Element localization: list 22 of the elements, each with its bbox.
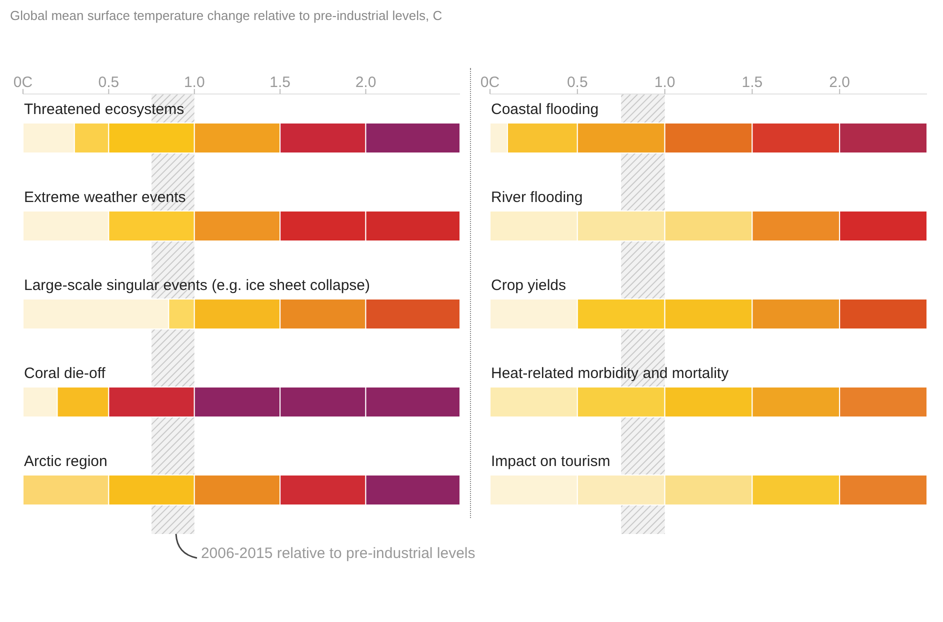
x-tick-label: 0.5	[566, 74, 588, 91]
y-tick-label: Impact on tourism	[491, 453, 610, 470]
x-tick-label: 1.5	[742, 74, 763, 91]
x-tick-label: 0C	[13, 74, 33, 91]
y-tick-label: Coastal flooding	[491, 101, 599, 118]
y-tick-label: Crop yields	[491, 277, 566, 294]
x-tick-label: 0C	[480, 74, 500, 91]
y-tick-label: Arctic region	[24, 453, 108, 470]
y-tick-label: Coral die-off	[24, 365, 106, 382]
x-tick-label: 1.0	[654, 74, 676, 91]
y-tick-label: River flooding	[491, 189, 583, 206]
text: 2006-2015 relative to pre-industrial levels	[200, 545, 476, 562]
x-tick-label: 2.0	[829, 74, 850, 91]
y-tick-label: Threatened ecosystems	[24, 101, 184, 118]
y-tick-label: Large-scale singular events (e.g. ice sheet collapse)	[24, 277, 370, 294]
y-tick-label: Extreme weather events	[24, 189, 186, 206]
chart-title: Global mean surface temperature change relative to pre-industrial levels, C	[10, 8, 442, 23]
x-tick-label: 1.0	[184, 74, 205, 91]
y-tick-label: Heat-related morbidity and mortality	[491, 365, 730, 382]
x-tick-label: 0.5	[98, 74, 120, 91]
x-tick-label: 2.0	[355, 74, 376, 91]
x-tick-label: 1.5	[270, 74, 290, 91]
